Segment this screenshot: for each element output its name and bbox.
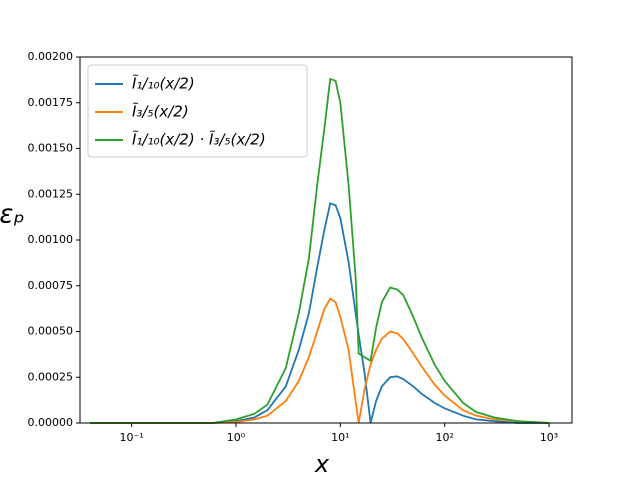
- plot-frame: [79, 56, 573, 424]
- x-tick-label: 10¹: [331, 431, 349, 444]
- legend-box: [87, 64, 308, 158]
- y-tick-label: 0.00150: [28, 142, 74, 155]
- y-tick-label: 0.00050: [28, 325, 74, 338]
- y-tick-label: 0.00100: [28, 233, 74, 246]
- y-tick-label: 0.00000: [28, 416, 74, 429]
- x-tick-label: 10⁰: [227, 431, 246, 444]
- x-axis-label: x: [314, 450, 330, 476]
- x-tick-label: 10⁻¹: [120, 431, 144, 444]
- y-tick-label: 0.00125: [28, 187, 74, 200]
- line-series: [90, 297, 550, 424]
- legend-label: Ĩ₁/₁₀(x/2) · Ĩ₃/₅(x/2): [132, 130, 266, 149]
- line-series: [90, 202, 550, 424]
- x-tick-label: 10²: [435, 431, 453, 444]
- legend-label: Ĩ₃/₅(x/2): [132, 102, 189, 121]
- y-tick-label: 0.00200: [28, 50, 74, 63]
- x-tick-label: 10³: [540, 431, 558, 444]
- y-tick-label: 0.00025: [28, 370, 74, 383]
- y-tick-label: 0.00175: [28, 96, 74, 109]
- line-series: [90, 77, 550, 424]
- y-axis-label: εₚ: [0, 200, 25, 230]
- legend-label: Ĩ₁/₁₀(x/2): [132, 74, 195, 93]
- y-tick-label: 0.00075: [28, 279, 74, 292]
